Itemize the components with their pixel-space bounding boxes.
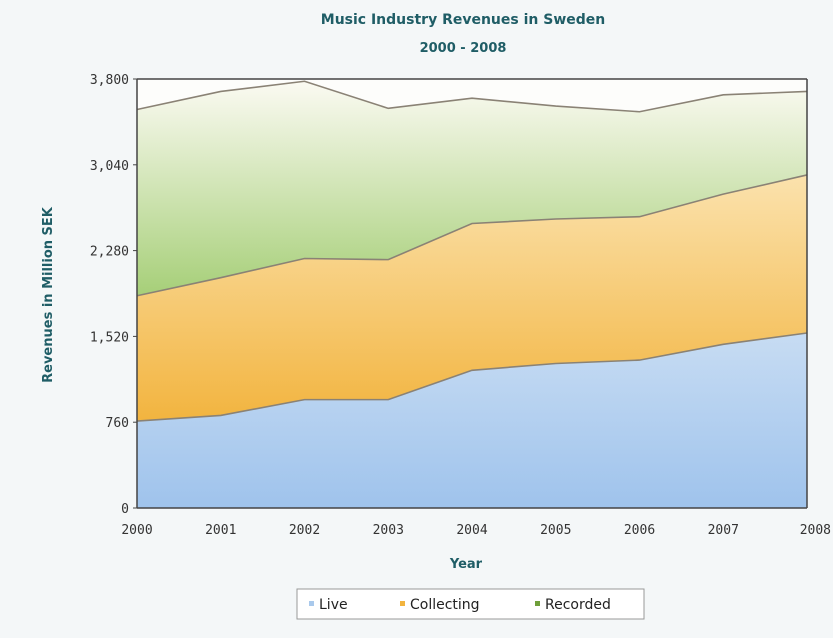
legend-label-collecting: Collecting	[410, 597, 480, 613]
y-tick-label: 3,800	[90, 73, 129, 88]
area-layers	[137, 81, 807, 508]
chart-title: Music Industry Revenues in Sweden	[321, 12, 605, 28]
x-tick-label: 2003	[373, 523, 404, 538]
y-tick-label: 1,520	[90, 330, 129, 345]
y-axis-ticks: 0 760 1,520 2,280 3,040 3,800	[90, 73, 137, 517]
legend-box	[296, 588, 645, 620]
legend-marker-live	[309, 601, 314, 606]
legend-marker-recorded	[535, 601, 540, 606]
x-tick-label: 2002	[289, 523, 320, 538]
x-tick-label: 2006	[624, 523, 655, 538]
legend-marker-collecting	[400, 601, 405, 606]
area-recorded	[137, 81, 807, 296]
legend: Live Collecting Recorded	[296, 588, 645, 620]
x-tick-label: 2008	[800, 523, 831, 538]
y-tick-label: 3,040	[90, 159, 129, 174]
x-axis-label: Year	[449, 557, 483, 572]
y-tick-label: 760	[106, 416, 129, 431]
x-tick-label: 2007	[708, 523, 739, 538]
y-tick-label: 2,280	[90, 245, 129, 260]
x-tick-label: 2001	[205, 523, 236, 538]
legend-label-live: Live	[319, 597, 348, 613]
x-tick-label: 2004	[456, 523, 487, 538]
legend-label-recorded: Recorded	[545, 597, 611, 613]
y-tick-label: 0	[121, 502, 129, 517]
y-axis-label: Revenues in Million SEK	[41, 206, 56, 383]
area-boundary-lines	[136, 80, 808, 422]
line-collecting-top	[136, 174, 808, 297]
area-live	[137, 333, 807, 508]
x-tick-label: 2000	[121, 523, 152, 538]
x-tick-label: 2005	[540, 523, 571, 538]
line-live-top	[136, 332, 808, 422]
line-recorded-top	[136, 80, 808, 113]
chart-subtitle: 2000 - 2008	[420, 41, 507, 56]
x-axis-ticks: 2000 2001 2002 2003 2004 2005 2006 2007 2008	[121, 523, 831, 538]
